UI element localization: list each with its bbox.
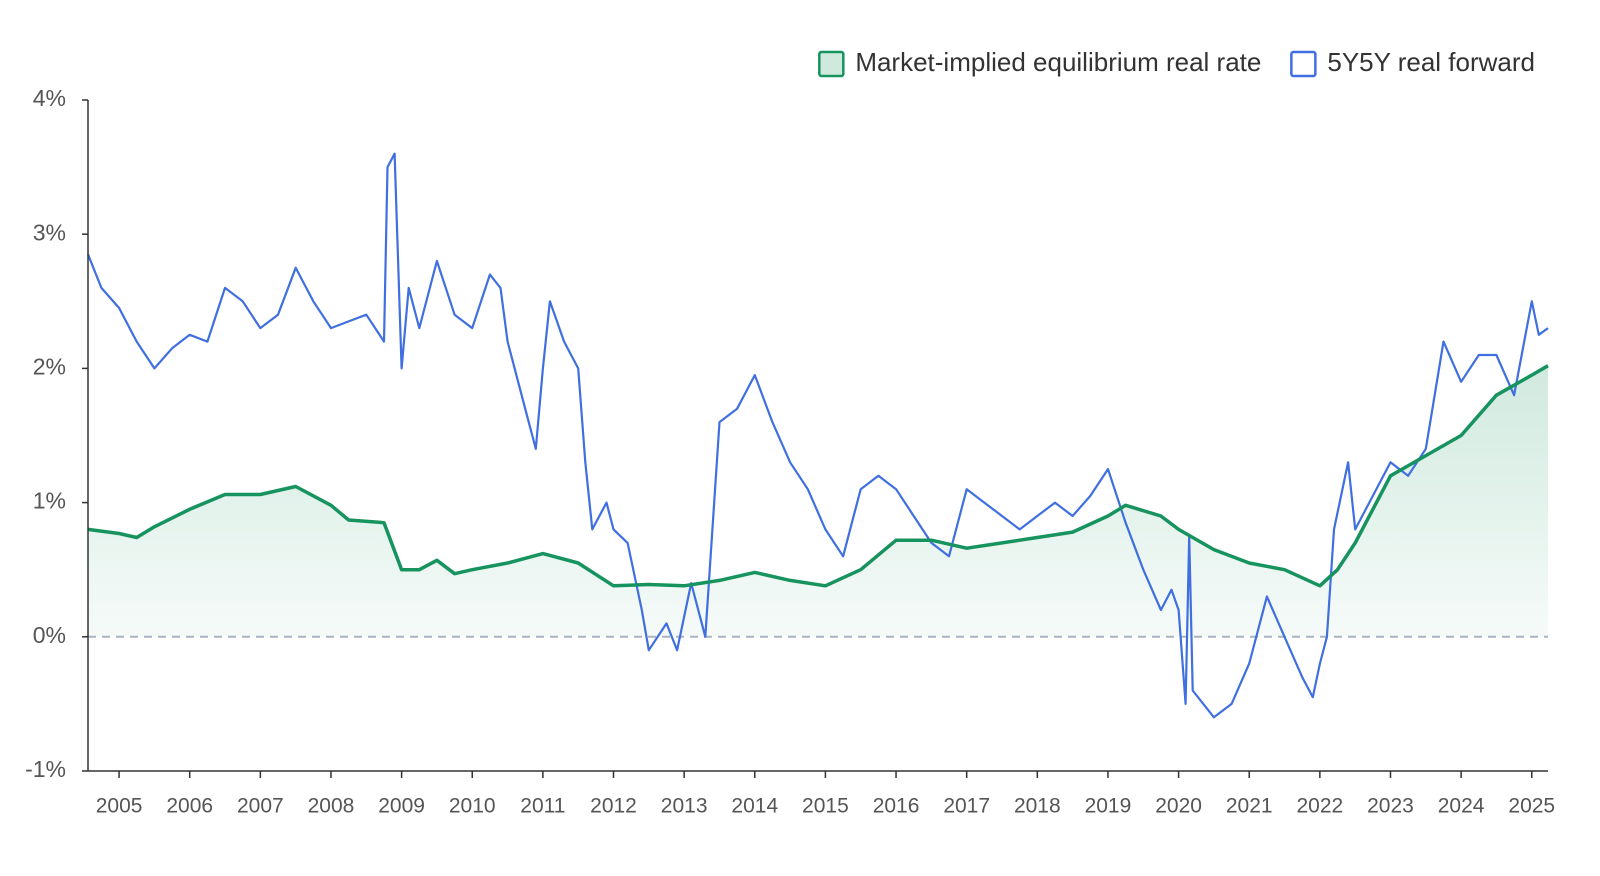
legend-swatch xyxy=(818,50,845,78)
y-tick-label: -1% xyxy=(25,756,66,782)
x-tick-label: 2025 xyxy=(1508,795,1555,818)
x-tick-label: 2022 xyxy=(1296,795,1343,818)
legend-label: Market-implied equilibrium real rate xyxy=(855,47,1261,77)
x-tick-label: 2008 xyxy=(308,795,355,818)
legend-label: 5Y5Y real forward xyxy=(1327,47,1535,77)
series-line xyxy=(86,152,1549,719)
area xyxy=(88,365,1548,637)
y-tick-label: 3% xyxy=(33,219,66,245)
x-tick-label: 2006 xyxy=(166,795,213,818)
x-tick-label: 2020 xyxy=(1155,795,1202,818)
x-tick-label: 2011 xyxy=(520,795,565,818)
x-tick-label: 2010 xyxy=(449,795,496,818)
x-tick-label: 2023 xyxy=(1367,795,1414,818)
legend-swatch xyxy=(1290,50,1317,78)
x-tick-label: 2018 xyxy=(1014,795,1061,818)
x-tick-label: 2017 xyxy=(943,795,990,818)
series-line xyxy=(87,364,1549,588)
x-tick-label: 2009 xyxy=(378,795,425,818)
x-tick-label: 2021 xyxy=(1226,795,1273,818)
x-tick-label: 2015 xyxy=(802,795,849,818)
y-tick-label: 2% xyxy=(33,353,66,379)
x-tick-label: 2013 xyxy=(661,795,708,818)
x-tick-label: 2016 xyxy=(873,795,920,818)
x-tick-label: 2005 xyxy=(96,795,143,818)
x-tick-label: 2012 xyxy=(590,795,637,818)
y-tick-label: 1% xyxy=(33,488,66,514)
y-tick-label: 0% xyxy=(33,622,66,648)
x-tick-label: 2014 xyxy=(731,795,778,818)
y-tick-label: 4% xyxy=(33,85,66,111)
x-tick-label: 2024 xyxy=(1438,795,1485,818)
x-tick-label: 2019 xyxy=(1085,795,1132,818)
x-tick-label: 2007 xyxy=(237,795,284,818)
